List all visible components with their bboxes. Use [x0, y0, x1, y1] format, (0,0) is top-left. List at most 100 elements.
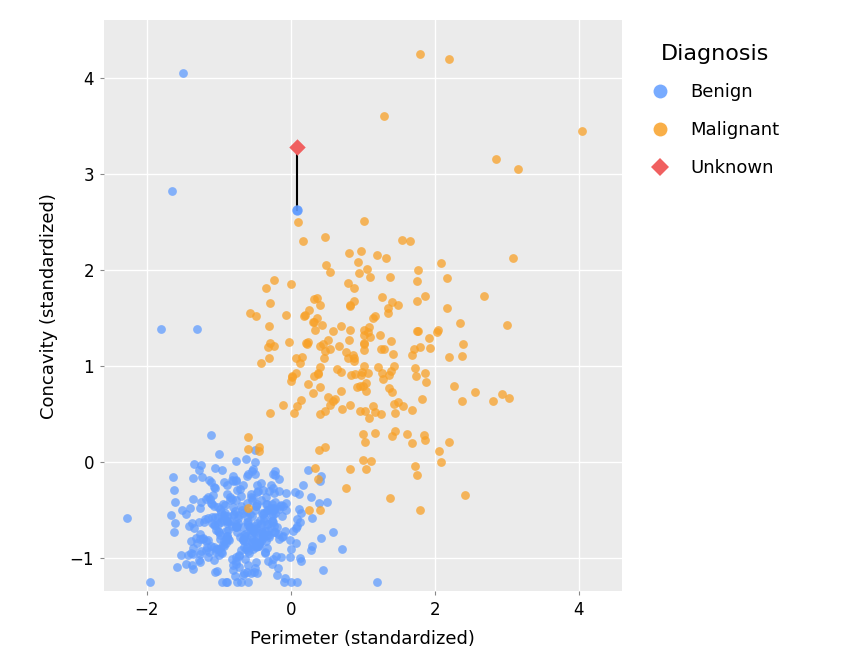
Point — [389, 425, 403, 436]
Point — [193, 528, 206, 539]
Point — [359, 385, 372, 396]
Point — [319, 406, 333, 417]
Point — [264, 408, 277, 419]
Point — [187, 548, 200, 559]
Point — [187, 564, 200, 575]
Point — [409, 370, 422, 381]
Y-axis label: Concavity (standardized): Concavity (standardized) — [41, 193, 59, 419]
Point — [318, 232, 332, 243]
Point — [227, 517, 241, 528]
Point — [410, 276, 423, 286]
Point — [355, 367, 369, 378]
Point — [217, 509, 231, 520]
Point — [404, 437, 418, 448]
Point — [250, 532, 264, 542]
Point — [270, 521, 284, 532]
Point — [340, 483, 353, 494]
Point — [291, 216, 305, 227]
Point — [306, 317, 320, 328]
Point — [486, 395, 499, 406]
Point — [307, 370, 321, 381]
Point — [217, 513, 231, 524]
Point — [213, 529, 226, 540]
Point — [403, 236, 416, 247]
Point — [213, 543, 226, 554]
Point — [323, 267, 337, 278]
Point — [292, 504, 306, 515]
Point — [238, 542, 251, 552]
Point — [120, 512, 134, 523]
Point — [429, 327, 443, 338]
Point — [195, 472, 209, 482]
Point — [284, 544, 298, 555]
Point — [284, 577, 298, 587]
Point — [384, 271, 397, 282]
Point — [254, 519, 268, 530]
Point — [189, 538, 203, 548]
Point — [257, 512, 270, 523]
Point — [334, 367, 347, 378]
Point — [370, 250, 384, 261]
Point — [489, 154, 503, 165]
Point — [374, 343, 388, 354]
Point — [301, 465, 314, 476]
Point — [334, 321, 347, 332]
Point — [384, 296, 398, 307]
Point — [246, 464, 260, 474]
Point — [495, 388, 509, 399]
Point — [455, 396, 469, 407]
Point — [246, 534, 260, 545]
Point — [225, 553, 238, 564]
Point — [258, 546, 272, 557]
Point — [272, 534, 286, 544]
Point — [363, 271, 377, 282]
Point — [226, 564, 240, 575]
Point — [223, 491, 237, 502]
Point — [327, 325, 340, 336]
Point — [290, 513, 304, 524]
Point — [385, 387, 399, 398]
Point — [209, 544, 223, 554]
Point — [311, 368, 325, 379]
Point — [182, 520, 196, 531]
Point — [186, 543, 200, 554]
Point — [290, 577, 304, 587]
Point — [332, 341, 346, 351]
Point — [353, 267, 366, 278]
Point — [506, 253, 520, 263]
Point — [246, 492, 260, 503]
Point — [347, 353, 361, 364]
Point — [289, 522, 303, 533]
Point — [220, 517, 234, 528]
Point — [252, 446, 266, 456]
Point — [357, 339, 371, 349]
Point — [246, 544, 260, 554]
Point — [278, 526, 292, 537]
Point — [220, 480, 234, 491]
Point — [289, 538, 303, 548]
Point — [219, 577, 233, 587]
Point — [262, 532, 276, 543]
Point — [219, 508, 232, 519]
Point — [240, 512, 254, 523]
Point — [245, 524, 259, 535]
Point — [313, 362, 327, 373]
Point — [250, 487, 264, 497]
Point — [267, 341, 281, 351]
Point — [373, 329, 387, 340]
Point — [186, 517, 200, 528]
Point — [245, 495, 259, 505]
Point — [245, 531, 258, 542]
Point — [202, 474, 216, 485]
Point — [266, 517, 280, 528]
Point — [226, 494, 239, 505]
Point — [278, 573, 292, 583]
Point — [318, 442, 332, 452]
Point — [255, 527, 269, 538]
Point — [246, 525, 260, 536]
Point — [216, 540, 230, 550]
Point — [226, 476, 240, 487]
Point — [257, 548, 271, 558]
Point — [226, 509, 240, 520]
Point — [252, 538, 266, 548]
